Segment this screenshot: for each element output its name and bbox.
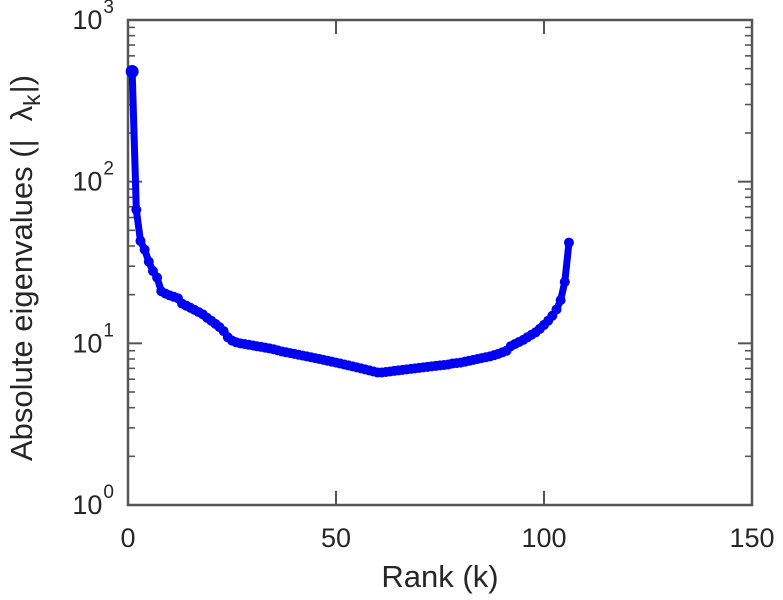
data-point-marker: [131, 204, 142, 215]
data-point-marker: [139, 244, 150, 255]
y-tick-label: 101: [72, 320, 114, 359]
data-point-marker: [135, 235, 146, 246]
data-point-marker: [563, 237, 574, 248]
x-tick-label: 150: [729, 523, 774, 553]
y-tick-label: 100: [72, 482, 114, 521]
x-tick-label: 100: [521, 523, 566, 553]
data-point-marker: [143, 256, 154, 267]
axes-box: [126, 18, 754, 507]
x-tick-label: 50: [321, 523, 351, 553]
data-point-marker: [551, 304, 562, 315]
eigenvalue-line: [128, 68, 573, 377]
x-axis-label: Rank (k): [381, 559, 498, 594]
y-tick-label: 102: [72, 158, 114, 197]
y-axis-label: Absolute eigenvalues (|λk|): [4, 75, 45, 461]
data-point-marker: [125, 65, 139, 79]
y-tick-label: 103: [72, 0, 114, 35]
data-point-marker: [152, 272, 163, 283]
x-tick-label: 0: [120, 523, 135, 553]
data-point-marker: [555, 295, 566, 306]
data-point-marker: [559, 276, 570, 287]
